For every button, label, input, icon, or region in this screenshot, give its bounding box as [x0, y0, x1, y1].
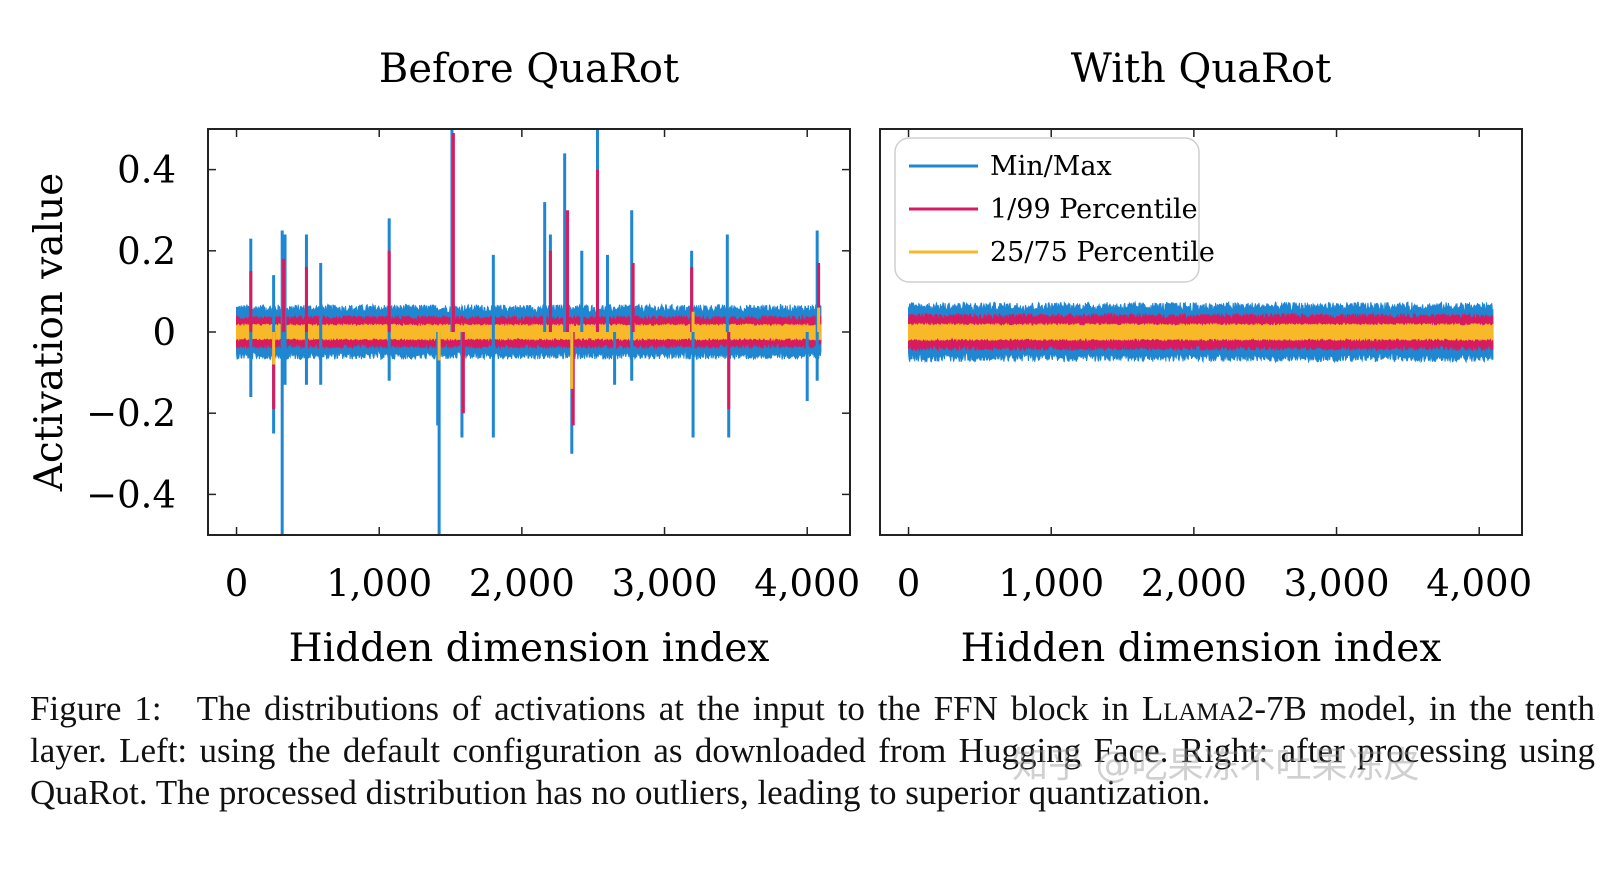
- x-tick-label: 2,000: [1141, 562, 1247, 605]
- figure-caption: Figure 1: The distributions of activatio…: [30, 688, 1595, 814]
- chart-title: Before QuaRot: [379, 46, 679, 92]
- series-band-25-75-percentile: [236, 322, 822, 342]
- x-tick-label: 0: [225, 562, 249, 605]
- x-tick-label: 3,000: [612, 562, 718, 605]
- x-axis-label: Hidden dimension index: [289, 626, 770, 671]
- y-tick-label: 0.2: [117, 230, 176, 273]
- chart-panel-2: With QuaRot 0 1,000 2,000 3,000 4,000 Hidden d…: [879, 46, 1532, 671]
- y-tick-label: 0.4: [117, 149, 176, 192]
- chart-panel-1: Before QuaRot 0 1,000 2,000 3,000 4,000 Hidden…: [27, 46, 860, 671]
- caption-model-name: Llama2-7B: [1141, 689, 1307, 728]
- x-axis-label: Hidden dimension index: [961, 626, 1442, 671]
- x-tick-label: 3,000: [1284, 562, 1390, 605]
- legend-label: 1/99 Percentile: [990, 194, 1198, 225]
- y-tick-label: −0.4: [86, 473, 176, 516]
- y-tick-label: 0: [152, 311, 176, 354]
- caption-text-1: Figure 1: The distributions of activatio…: [30, 689, 1142, 728]
- plot-area: [236, 129, 822, 535]
- x-tick-label: 2,000: [469, 562, 575, 605]
- legend-box: [894, 137, 1200, 283]
- plot-frame: [879, 128, 1523, 536]
- caption-text-2: model, in the tenth layer. Left: using t…: [30, 689, 1596, 812]
- x-tick-label: 0: [897, 562, 921, 605]
- x-tick-label: 1,000: [998, 562, 1104, 605]
- x-tick-label: 4,000: [1426, 562, 1532, 605]
- x-tick-label: 4,000: [754, 562, 860, 605]
- y-tick-label: −0.2: [86, 392, 176, 435]
- legend-label: Min/Max: [990, 151, 1112, 182]
- y-axis-label: Activation value: [27, 173, 72, 493]
- chart-title: With QuaRot: [1071, 46, 1331, 92]
- x-tick-label: 1,000: [326, 562, 432, 605]
- plot-area: [908, 300, 1494, 364]
- legend-label: 25/75 Percentile: [990, 237, 1215, 268]
- series-band-25-75-percentile: [908, 321, 1494, 343]
- legend: Min/Max 1/99 Percentile 25/75 Percentile: [894, 137, 1215, 283]
